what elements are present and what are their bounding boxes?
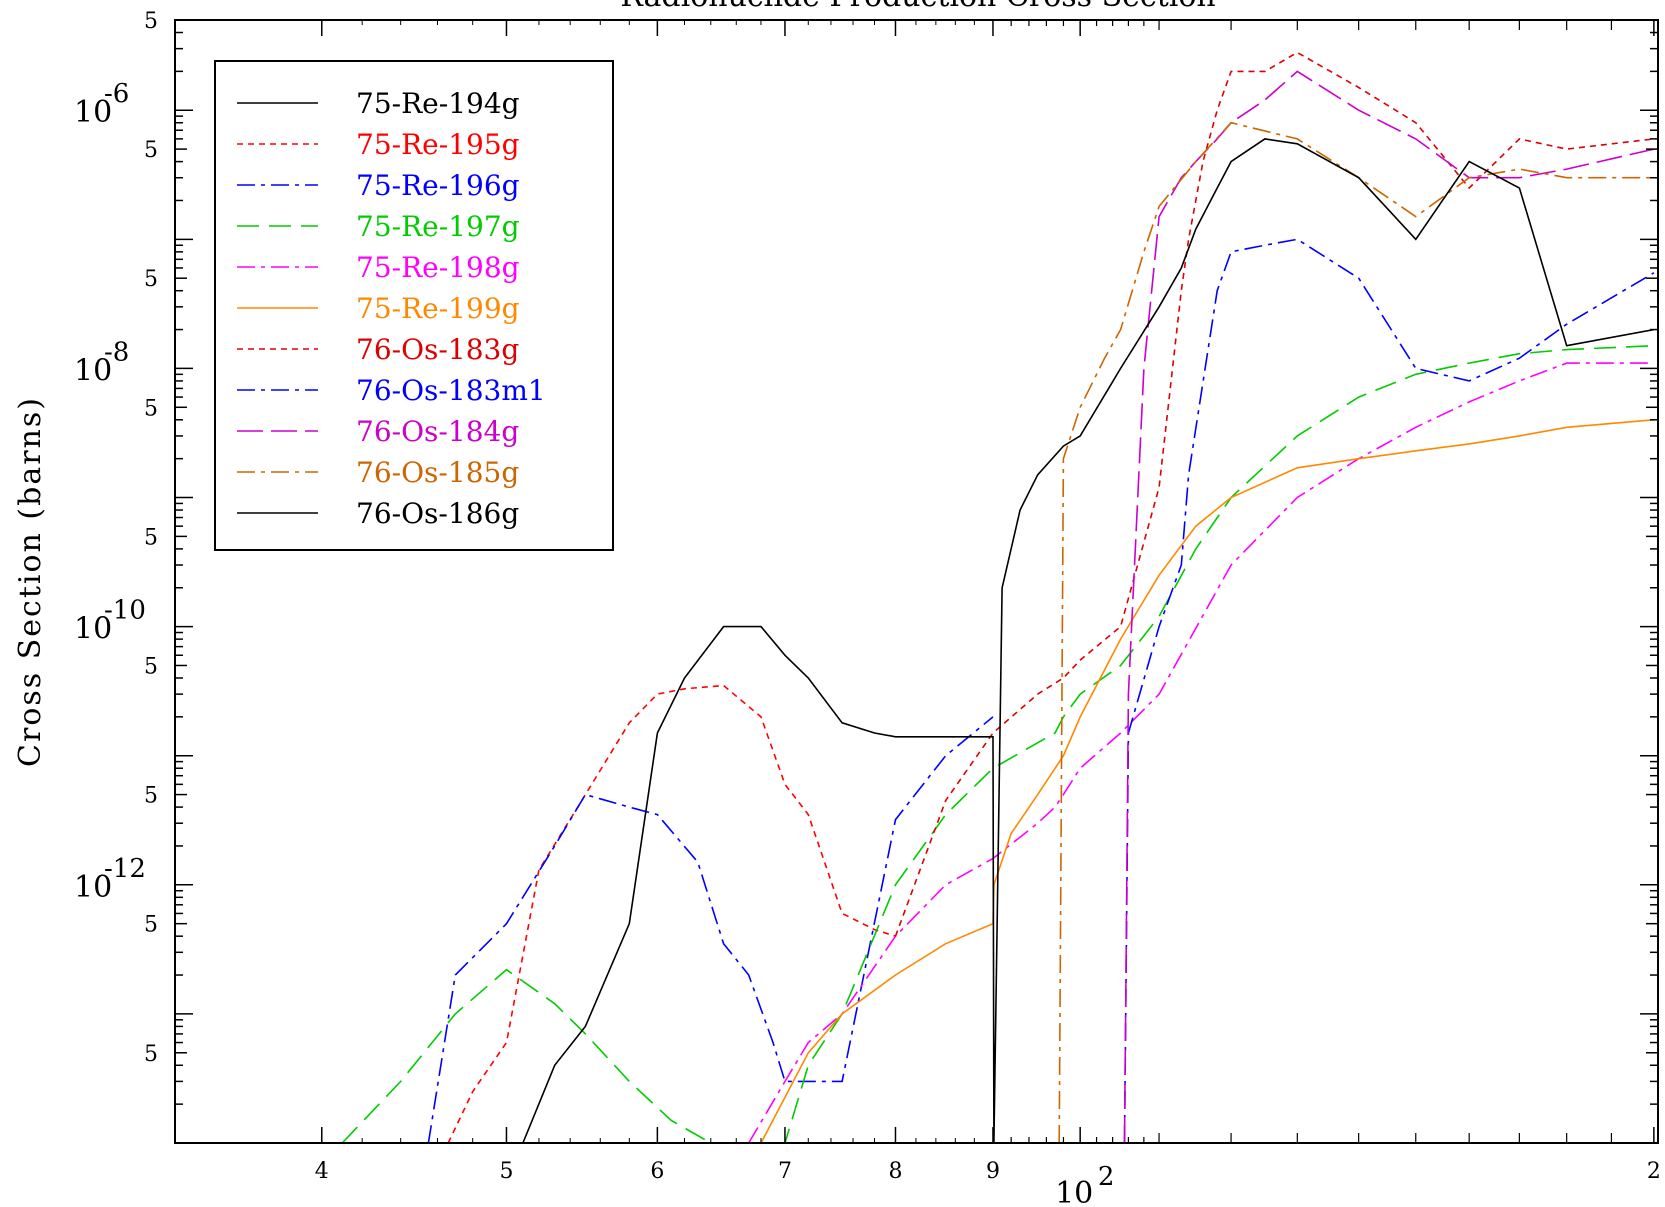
series-line-76-os-184g [1123, 70, 1655, 1143]
y-tick-label: 5 [144, 913, 158, 938]
y-tick-label: 5 [144, 525, 158, 550]
y-decade-exponent: -10 [104, 596, 146, 626]
y-decade-exponent: -8 [104, 337, 129, 367]
series-line-75-re-195g [447, 684, 896, 1143]
y-decade-exponent: -12 [104, 854, 146, 884]
y-tick-label: 5 [144, 138, 158, 163]
y-tick-label: 5 [144, 1042, 158, 1067]
x-tick-label: 4 [315, 1159, 329, 1184]
legend-box [214, 60, 614, 551]
legend-label-75-re-194g: 75-Re-194g [356, 87, 520, 120]
y-tick-label: 5 [144, 267, 158, 292]
legend-label-75-re-199g: 75-Re-199g [356, 292, 520, 325]
y-decade-label: 10 [74, 95, 112, 130]
y-tick-label: 5 [144, 396, 158, 421]
series-line-75-re-198g [748, 362, 1654, 1143]
x-tick-label: 7 [778, 1159, 792, 1184]
y-decade-exponent: -6 [104, 79, 129, 109]
legend-label-76-os-186g: 76-Os-186g [356, 497, 519, 530]
series-line-76-os-183g [894, 51, 1654, 937]
series-line-75-re-199g [760, 419, 1654, 1143]
legend-label-75-re-198g: 75-Re-198g [356, 251, 520, 284]
legend-label-75-re-197g: 75-Re-197g [356, 210, 520, 243]
y-tick-label: 5 [144, 654, 158, 679]
x-tick-label: 6 [650, 1159, 664, 1184]
y-tick-label: 5 [144, 784, 158, 809]
x-tick-label: 2 [1647, 1159, 1661, 1184]
legend-label-76-os-184g: 76-Os-184g [356, 415, 519, 448]
x-tick-label: 10 [1055, 1176, 1093, 1207]
plot-frame [174, 19, 1659, 1144]
series-line-75-re-196g [427, 716, 994, 1143]
y-decade-label: 10 [74, 870, 112, 905]
series-line-76-os-185g [1058, 121, 1654, 1143]
x-tick-label: 8 [888, 1159, 902, 1184]
x-tick-label: 9 [986, 1159, 1000, 1184]
x-tick-label: 5 [499, 1159, 513, 1184]
y-tick-label: 5 [144, 9, 158, 34]
x-tick-exponent: 2 [1098, 1162, 1115, 1192]
series-line-75-re-197g [341, 344, 1654, 1143]
legend-label-76-os-183m1: 76-Os-183m1 [356, 374, 546, 407]
legend-label-76-os-185g: 76-Os-185g [356, 456, 519, 489]
y-decade-label: 10 [74, 612, 112, 647]
y-axis-title: Cross Section (barns) [13, 396, 48, 767]
legend-label-75-re-195g: 75-Re-195g [356, 128, 520, 161]
series-line-76-os-183m1 [1123, 238, 1655, 1143]
y-decade-label: 10 [74, 353, 112, 388]
legend-label-76-os-183g: 76-Os-183g [356, 333, 519, 366]
series-line-76-os-186g [522, 138, 1655, 1143]
legend-label-75-re-196g: 75-Re-196g [356, 169, 520, 202]
chart-title: Radionuclide Production Cross Section [620, 0, 1215, 14]
